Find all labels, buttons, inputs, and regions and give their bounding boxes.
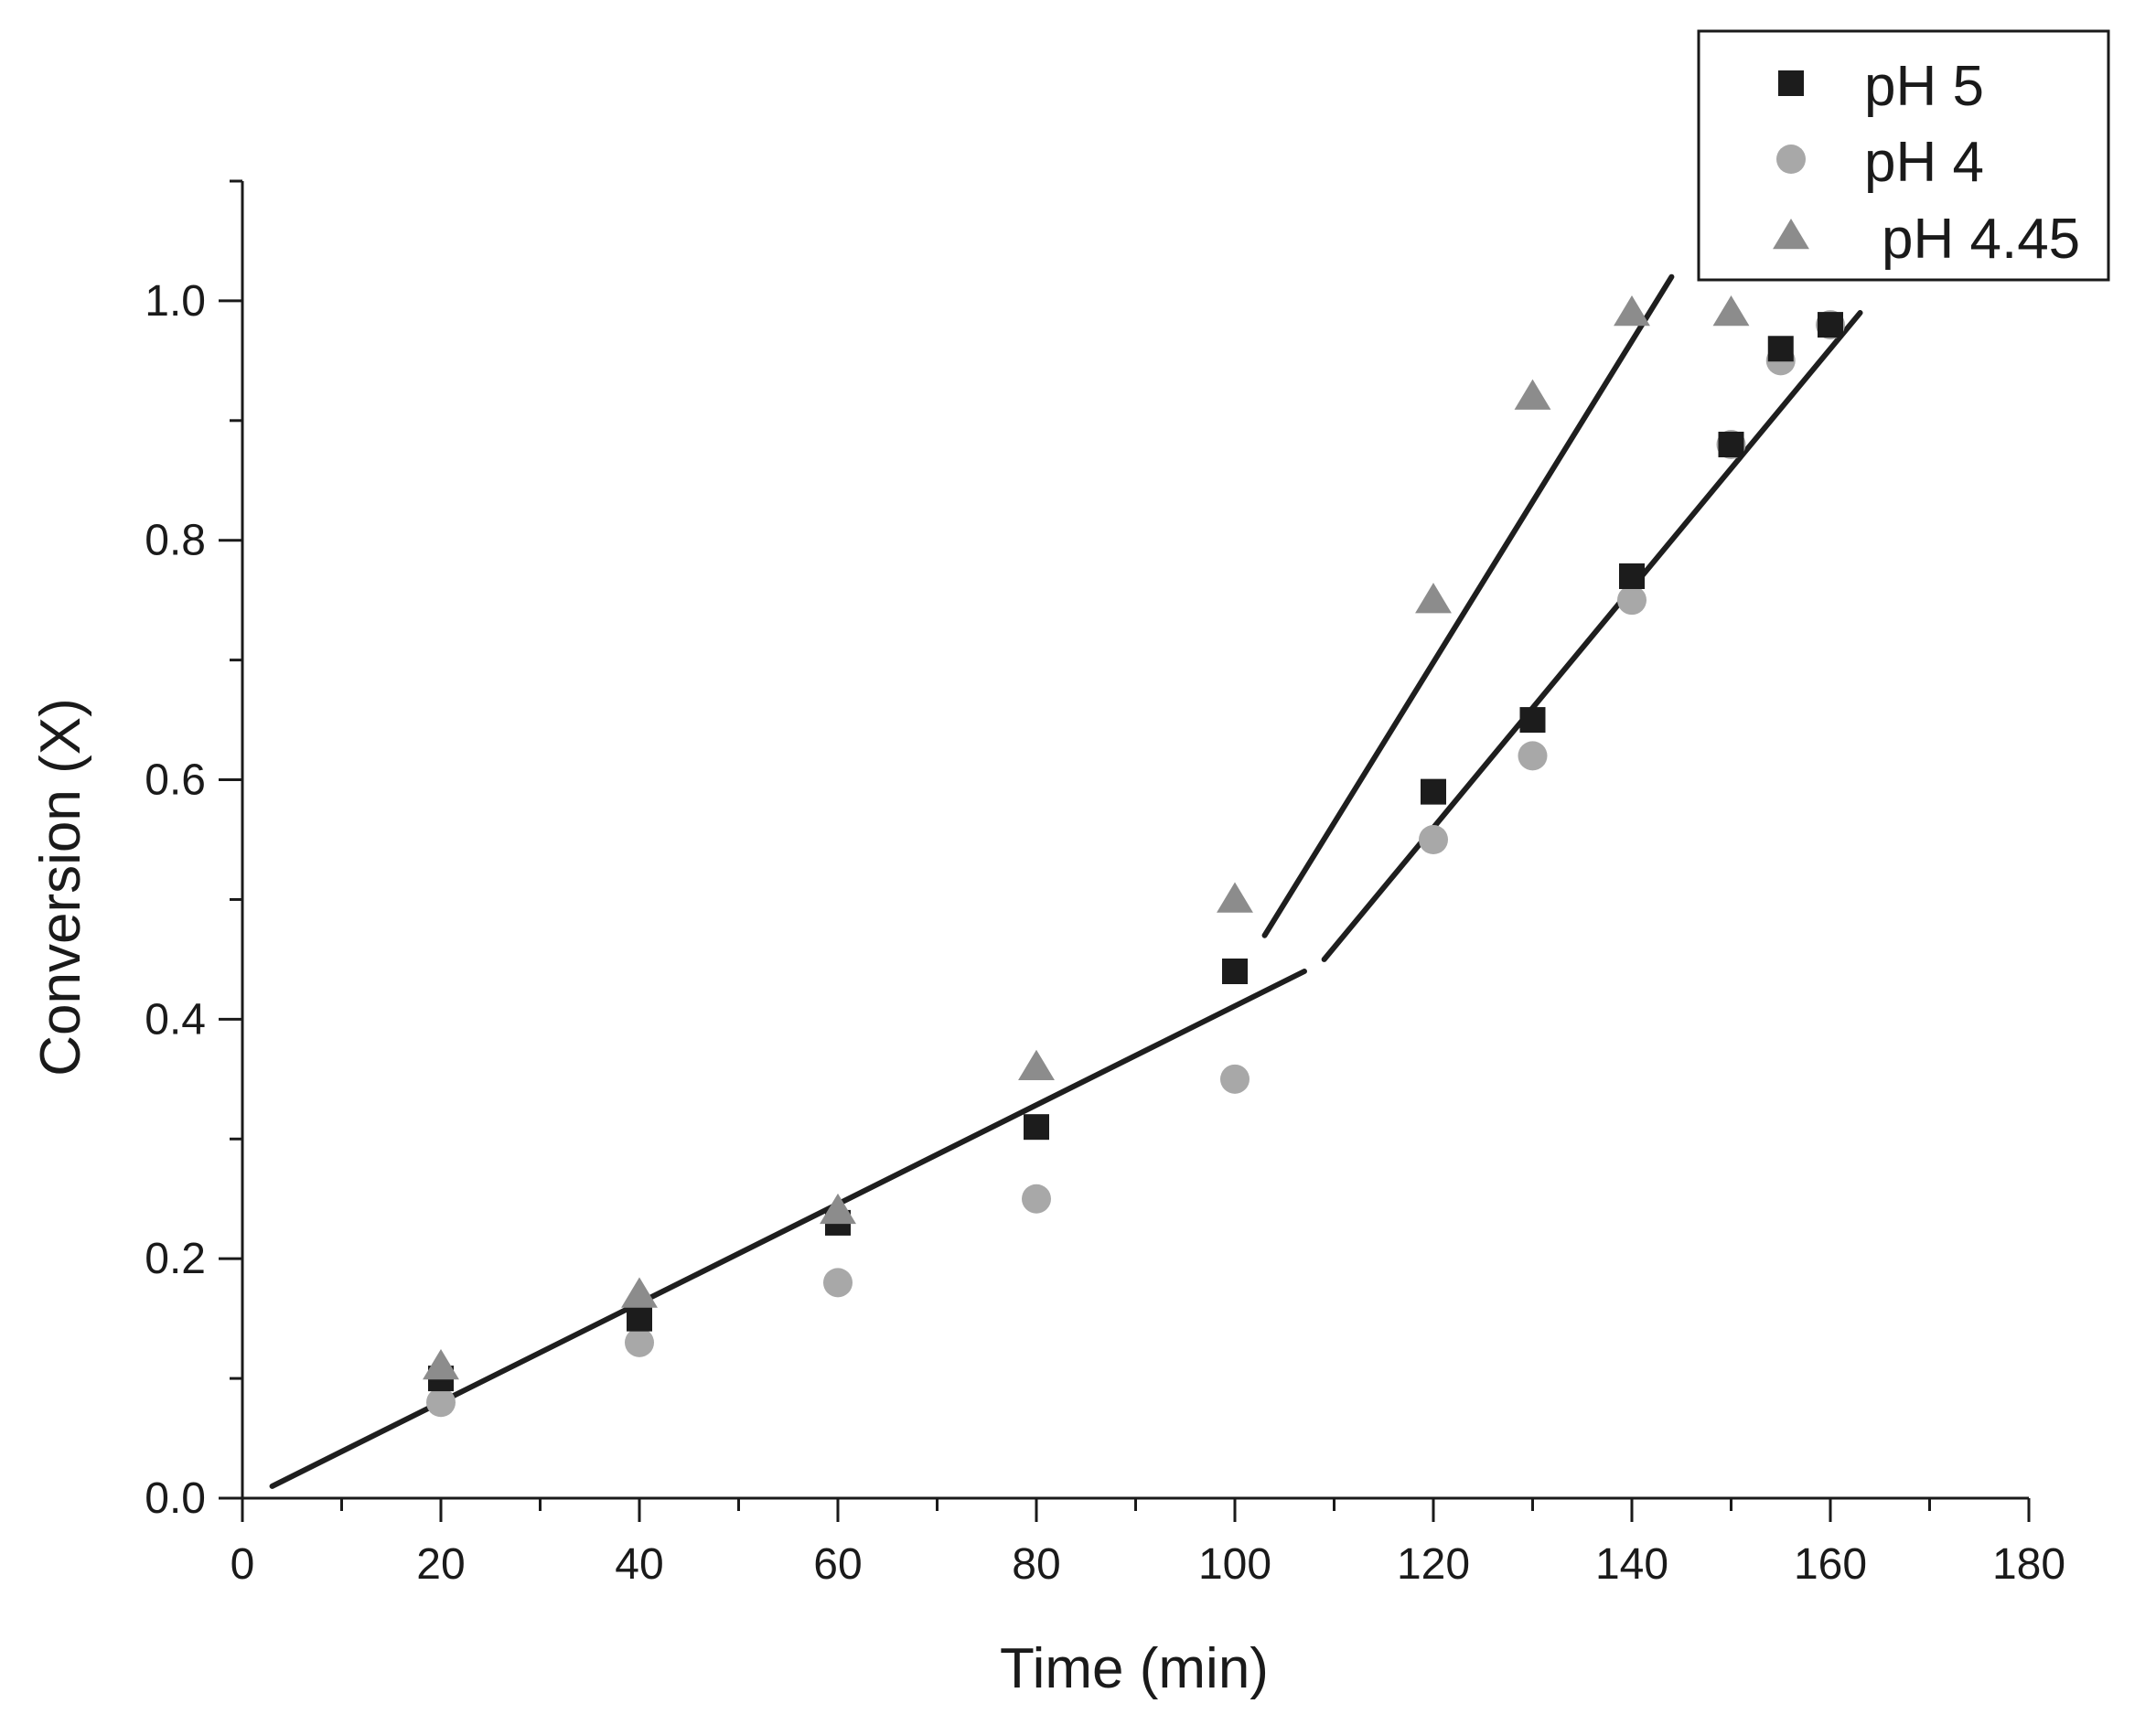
y-tick-label: 0.0 <box>145 1474 206 1523</box>
x-tick-label: 100 <box>1198 1540 1271 1589</box>
data-point <box>1518 741 1548 771</box>
legend-label: pH 5 <box>1864 55 1984 118</box>
data-point <box>1619 563 1645 589</box>
x-tick-label: 60 <box>813 1540 862 1589</box>
data-point <box>1421 778 1446 805</box>
fit-ph445-line <box>1261 273 1675 938</box>
data-point <box>1767 336 1794 362</box>
data-point <box>625 1327 654 1357</box>
x-axis-title: Time (min) <box>1000 1637 1269 1700</box>
x-tick-label: 0 <box>231 1540 255 1589</box>
data-point <box>1217 882 1253 913</box>
data-point <box>823 1268 853 1298</box>
axes: 0 20 40 60 80 100 120 140 160 180 0.0 0.2 0.4 0.6 0.8 1… <box>145 179 2065 1589</box>
legend-marker <box>1778 70 1804 96</box>
x-tick-label: 120 <box>1397 1540 1470 1589</box>
data-point <box>627 1305 652 1332</box>
data-point <box>1514 379 1551 410</box>
data-points <box>423 295 1845 1418</box>
x-tick-label: 160 <box>1794 1540 1867 1589</box>
x-tick-label: 40 <box>615 1540 663 1589</box>
fit-ph5-ph4-line <box>1321 310 1863 962</box>
y-tick-label: 0.4 <box>145 995 206 1044</box>
data-point <box>1022 1184 1051 1214</box>
data-point <box>621 1277 658 1308</box>
data-point <box>1718 432 1744 457</box>
legend-box <box>1697 29 2110 282</box>
data-point <box>1419 825 1448 854</box>
x-tick-label: 80 <box>1012 1540 1060 1589</box>
series-pH-5 <box>428 312 1843 1392</box>
x-tick-label: 180 <box>1992 1540 2065 1589</box>
legend-marker <box>1773 219 1809 250</box>
data-point <box>1818 312 1843 338</box>
data-point <box>1220 1064 1250 1094</box>
data-point <box>423 1349 459 1380</box>
legend-marker <box>1776 145 1806 174</box>
y-tick-label: 0.8 <box>145 517 206 565</box>
y-tick-label: 1.0 <box>145 277 206 326</box>
data-point <box>1712 295 1750 327</box>
data-point <box>820 1193 856 1225</box>
data-point <box>1415 583 1452 614</box>
legend: pH 5 pH 4 pH 4.45 <box>1697 29 2110 282</box>
data-point <box>1222 959 1248 984</box>
y-tick-label: 0.2 <box>145 1235 206 1283</box>
data-point <box>1024 1114 1049 1141</box>
legend-label: pH 4.45 <box>1882 208 2080 271</box>
data-point <box>1018 1049 1055 1080</box>
data-point <box>1614 295 1650 327</box>
y-axis-title: Conversion (X) <box>29 698 92 1076</box>
data-point <box>426 1388 456 1418</box>
series-pH-4-45 <box>423 295 1750 1380</box>
legend-label: pH 4 <box>1864 131 1984 194</box>
data-point <box>1617 585 1646 616</box>
x-tick-label: 140 <box>1595 1540 1668 1589</box>
x-tick-label: 20 <box>416 1540 465 1589</box>
y-tick-label: 0.6 <box>145 756 206 805</box>
data-point <box>1519 707 1546 734</box>
